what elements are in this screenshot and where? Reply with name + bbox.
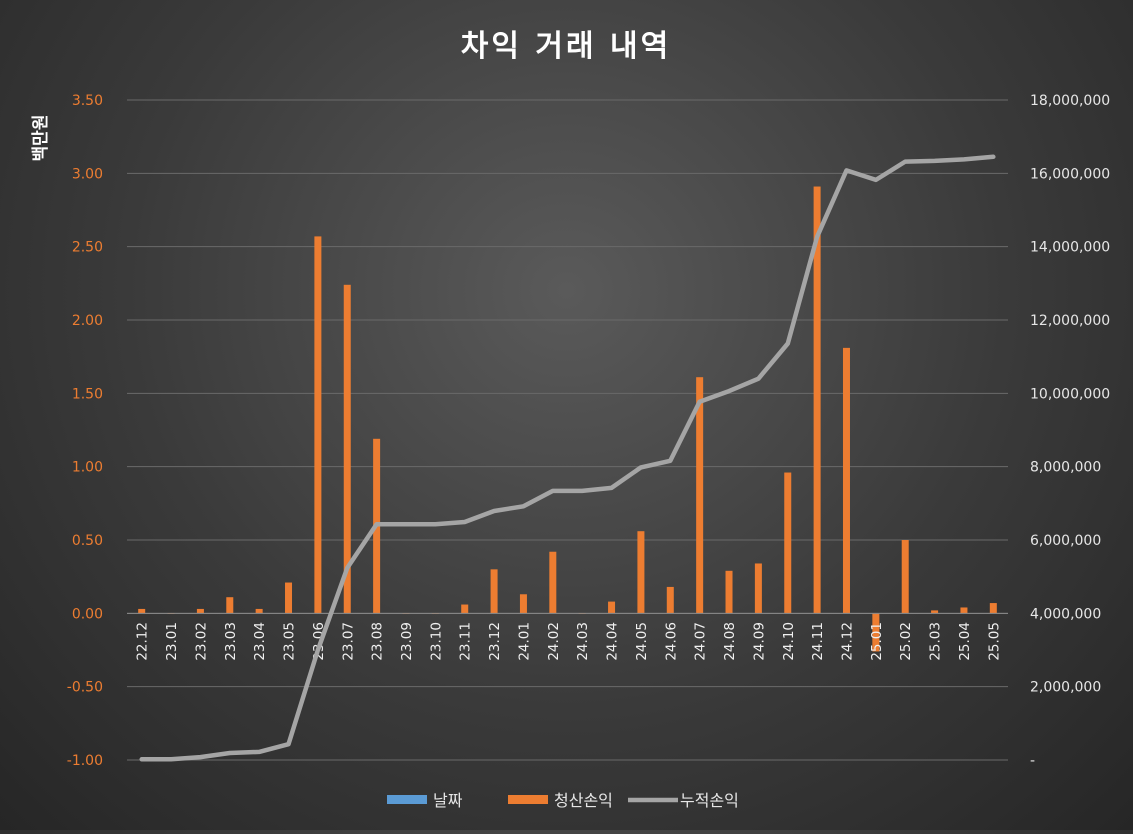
x-tick-label: 24.10 xyxy=(781,622,797,661)
pnl-bar xyxy=(138,608,146,614)
pnl-bar xyxy=(989,603,997,614)
x-tick-label: 23.09 xyxy=(399,622,415,661)
left-tick-label: 0.50 xyxy=(72,533,103,549)
x-tick-label: 24.12 xyxy=(839,622,855,661)
right-tick-label: 10,000,000 xyxy=(1030,386,1110,402)
cumulative-line-layer xyxy=(139,154,996,762)
x-tick-label: 23.07 xyxy=(340,622,356,661)
pnl-bar xyxy=(196,608,204,614)
x-tick-label: 24.01 xyxy=(516,622,532,661)
pnl-bar xyxy=(931,610,939,614)
pnl-bar xyxy=(490,569,498,614)
left-tick-label: -0.50 xyxy=(67,680,103,696)
legend-swatch xyxy=(508,795,548,804)
pnl-bar xyxy=(754,563,762,614)
right-axis-ticks: - 2,000,000 4,000,000 6,000,000 8,000,000 10,… xyxy=(1030,93,1110,769)
x-tick-label: 23.12 xyxy=(487,622,503,661)
pnl-bar xyxy=(901,540,909,614)
legend-label: 청산손익 xyxy=(554,791,613,810)
x-tick-label: 25.05 xyxy=(986,622,1002,661)
left-tick-label: 3.00 xyxy=(72,166,103,182)
x-tick-label: 23.03 xyxy=(223,622,239,661)
pnl-bar xyxy=(872,613,880,652)
x-tick-label: 24.06 xyxy=(663,622,679,661)
right-tick-label: 4,000,000 xyxy=(1030,606,1101,622)
x-tick-label: 25.01 xyxy=(869,622,885,661)
x-tick-label: 25.03 xyxy=(928,622,944,661)
y-axis-label: 백만원 xyxy=(31,115,51,162)
x-tick-label: 23.08 xyxy=(370,622,386,661)
x-tick-label: 24.02 xyxy=(546,622,562,661)
pnl-bar xyxy=(637,531,645,614)
left-tick-label: -1.00 xyxy=(67,753,103,769)
right-tick-label: - xyxy=(1030,753,1035,769)
x-tick-label: 24.03 xyxy=(575,622,591,661)
left-axis-ticks: -1.00 -0.50 0.00 0.50 1.00 1.50 2.00 2.50 3.00 3.… xyxy=(67,93,103,769)
legend-label: 누적손익 xyxy=(680,791,739,810)
pnl-bar xyxy=(696,377,704,614)
legend-label: 날짜 xyxy=(433,791,463,810)
x-tick-label: 25.02 xyxy=(898,622,914,661)
pnl-bar xyxy=(285,582,293,614)
left-tick-label: 2.50 xyxy=(72,240,103,256)
pnl-bar xyxy=(784,472,792,614)
x-tick-label: 22.12 xyxy=(135,622,151,661)
x-tick-label: 24.11 xyxy=(810,622,826,661)
x-tick-label: 24.08 xyxy=(722,622,738,661)
pnl-bar xyxy=(255,608,263,614)
x-tick-label: 25.04 xyxy=(957,622,973,661)
pnl-bar xyxy=(549,551,557,614)
left-tick-label: 0.00 xyxy=(72,606,103,622)
pnl-bar xyxy=(343,284,351,614)
pnl-bar xyxy=(813,186,821,614)
pnl-bar xyxy=(842,347,850,614)
x-tick-label: 23.01 xyxy=(164,622,180,661)
pnl-bar xyxy=(608,601,616,614)
pnl-bar xyxy=(461,604,469,614)
x-tick-label: 24.05 xyxy=(634,622,650,661)
x-tick-label: 24.07 xyxy=(693,622,709,661)
pnl-bar xyxy=(960,607,968,614)
left-tick-label: 1.00 xyxy=(72,460,103,476)
bars xyxy=(127,186,1008,652)
x-tick-label: 23.04 xyxy=(252,622,268,661)
pnl-bar xyxy=(226,597,234,614)
right-tick-label: 12,000,000 xyxy=(1030,313,1110,329)
x-axis-ticks: 22.12 23.01 23.02 23.03 23.04 23.05 23.06 23.07… xyxy=(135,622,1003,661)
right-tick-label: 16,000,000 xyxy=(1030,166,1110,182)
right-tick-label: 8,000,000 xyxy=(1030,460,1101,476)
x-tick-label: 23.11 xyxy=(458,622,474,661)
x-tick-label: 23.10 xyxy=(428,622,444,661)
legend-swatch xyxy=(387,795,427,804)
pnl-bar xyxy=(314,236,322,614)
pnl-bar xyxy=(725,570,733,614)
right-tick-label: 18,000,000 xyxy=(1030,93,1110,109)
x-tick-label: 23.05 xyxy=(282,622,298,661)
left-tick-label: 1.50 xyxy=(72,386,103,402)
cumulative-pnl-line xyxy=(139,154,996,762)
x-tick-label: 24.09 xyxy=(751,622,767,661)
pnl-bar xyxy=(666,586,674,614)
left-tick-label: 3.50 xyxy=(72,93,103,109)
pnl-bar xyxy=(519,594,527,614)
right-tick-label: 6,000,000 xyxy=(1030,533,1101,549)
legend: 날짜 청산손익 누적손익 xyxy=(387,791,739,810)
right-tick-label: 14,000,000 xyxy=(1030,240,1110,256)
right-tick-label: 2,000,000 xyxy=(1030,680,1101,696)
left-tick-label: 2.00 xyxy=(72,313,103,329)
x-tick-label: 24.04 xyxy=(605,622,621,661)
chart-title: 차익 거래 내역 xyxy=(461,29,672,64)
x-tick-label: 23.02 xyxy=(193,622,209,661)
